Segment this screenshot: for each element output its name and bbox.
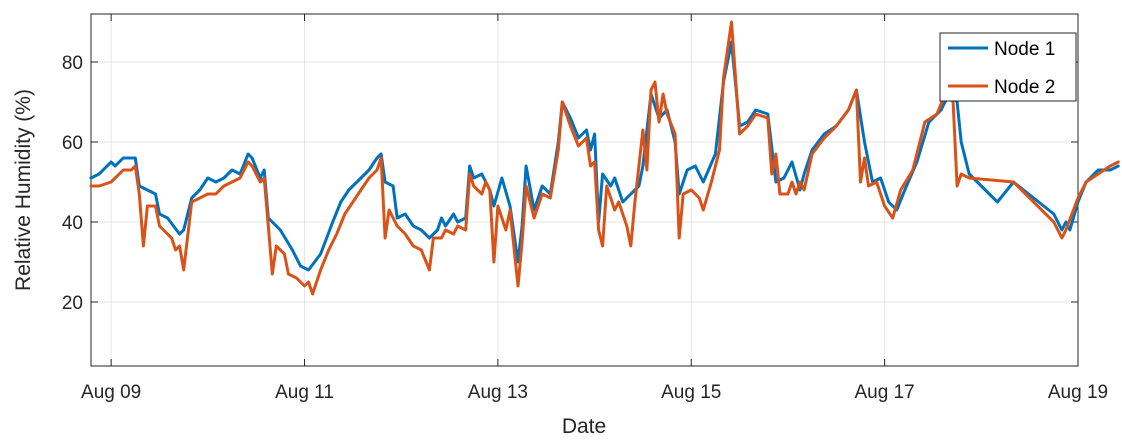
y-tick-label: 40 [62, 213, 83, 234]
y-tick-label: 60 [62, 133, 83, 154]
legend-label-node1: Node 1 [994, 39, 1055, 60]
x-tick-label: Aug 11 [275, 382, 334, 403]
tick-labels: Aug 09 Aug 11 Aug 13 Aug 15 Aug 17 Aug 19 20 40… [62, 53, 1108, 403]
legend-box [939, 32, 1077, 102]
legend-label-node2: Node 2 [994, 77, 1055, 98]
y-axis-label: Relative Humidity (%) [12, 89, 35, 291]
y-tick-label: 80 [62, 53, 83, 74]
x-tick-label: Aug 09 [81, 382, 141, 403]
x-tick-label: Aug 13 [468, 382, 528, 403]
grid [91, 14, 1079, 366]
x-tick-label: Aug 15 [661, 382, 721, 403]
axis-ticks [91, 14, 1079, 366]
x-axis-label: Date [562, 415, 606, 438]
x-tick-label: Aug 17 [855, 382, 915, 403]
plot-frame [90, 13, 1079, 367]
y-tick-label: 20 [62, 293, 83, 314]
legend: Node 1 Node 2 [939, 32, 1077, 102]
x-tick-label: Aug 19 [1048, 382, 1108, 403]
series-line-node2 [89, 20, 1120, 296]
data-lines [89, 20, 1120, 296]
